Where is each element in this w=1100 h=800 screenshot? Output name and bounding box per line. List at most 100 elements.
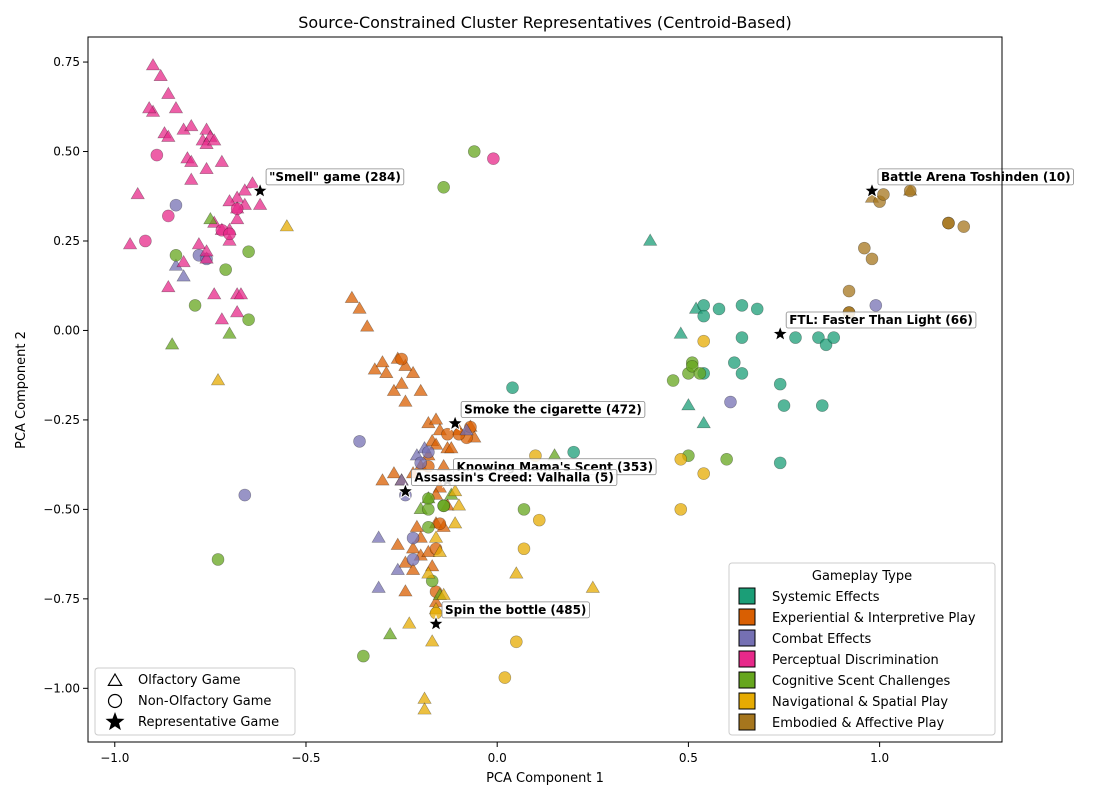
circle-point-series-0 <box>697 309 711 323</box>
triangle-point-series-3 <box>199 251 214 264</box>
circle-point-series-0 <box>712 302 726 316</box>
circle-point-series-4 <box>422 492 435 505</box>
x-axis-label: PCA Component 1 <box>486 771 604 786</box>
representative-label-box <box>785 311 977 329</box>
circle-point-series-6 <box>842 284 856 298</box>
triangle-point-series-3 <box>222 194 237 207</box>
circle-point-series-0 <box>812 331 825 344</box>
triangle-point-series-5 <box>210 372 226 386</box>
circle-point-series-5 <box>697 467 711 480</box>
gameplay-legend: Gameplay Type Systemic Effects Experientia… <box>728 562 996 736</box>
triangle-point-series-1 <box>352 301 367 314</box>
circle-point-series-3 <box>230 202 244 216</box>
y-tick-label: 0.75 <box>53 55 80 69</box>
y-tick-label: 0.50 <box>53 145 80 159</box>
triangle-point-series-3 <box>176 254 191 268</box>
data-points <box>122 58 971 715</box>
circle-point-series-0 <box>735 367 749 380</box>
triangle-point-series-1 <box>405 562 421 575</box>
triangle-point-series-1 <box>375 355 390 368</box>
gameplay-legend-label: Experiential & Interpretive Play <box>772 611 976 626</box>
circle-point-series-6 <box>877 188 890 201</box>
gameplay-legend-swatch <box>738 608 756 626</box>
triangle-point-series-1 <box>413 383 428 396</box>
circle-point-series-2 <box>406 531 420 545</box>
triangle-point-series-1 <box>386 383 402 396</box>
x-tick-label: −1.0 <box>100 751 129 765</box>
representative-label-box <box>877 168 1074 186</box>
circle-point-series-6 <box>865 252 879 266</box>
triangle-point-series-3 <box>122 236 138 250</box>
triangle-point-series-1 <box>405 365 421 379</box>
triangle-point-series-1 <box>386 466 402 479</box>
circle-point-series-2 <box>238 488 252 502</box>
gameplay-legend-swatch <box>738 629 756 647</box>
triangle-point-series-3 <box>207 287 222 300</box>
legend-circle-icon <box>107 693 123 709</box>
circle-point-series-4 <box>188 299 202 312</box>
chart-title: Source-Constrained Cluster Representativ… <box>298 13 792 32</box>
circle-point-series-4 <box>219 263 232 276</box>
triangle-point-series-3 <box>153 68 168 82</box>
x-tick-label: −0.5 <box>291 751 320 765</box>
triangle-point-series-3 <box>214 312 230 325</box>
triangle-point-series-3 <box>214 154 230 167</box>
y-tick-label: −0.25 <box>43 413 80 427</box>
triangle-point-series-1 <box>394 376 409 389</box>
triangle-point-series-2 <box>371 530 386 543</box>
circle-point-series-5 <box>498 671 512 684</box>
triangle-point-series-1 <box>379 365 394 379</box>
y-axis-label: PCA Component 2 <box>14 331 29 449</box>
circle-point-series-3 <box>139 234 152 248</box>
triangle-point-series-3 <box>161 129 176 142</box>
triangle-point-series-1 <box>390 537 405 550</box>
y-tick-label: −0.75 <box>43 592 80 606</box>
circle-point-series-5 <box>674 503 688 516</box>
triangle-point-series-3 <box>191 236 207 250</box>
triangle-point-series-5 <box>451 498 467 511</box>
circle-point-series-0 <box>750 302 764 316</box>
circle-point-series-3 <box>487 152 500 165</box>
circle-point-series-5 <box>532 513 546 527</box>
circle-point-series-4 <box>666 374 680 387</box>
triangle-point-series-3 <box>184 118 199 132</box>
representative-star <box>771 324 790 342</box>
triangle-point-series-1 <box>405 541 421 554</box>
triangle-point-series-3 <box>184 154 199 167</box>
circle-point-series-4 <box>720 452 733 466</box>
triangle-point-series-1 <box>428 412 444 425</box>
triangle-point-series-5 <box>402 616 417 629</box>
triangle-point-series-2 <box>176 269 191 282</box>
y-tick-label: 0.00 <box>53 323 80 337</box>
circle-point-series-2 <box>724 395 737 409</box>
triangle-point-series-3 <box>199 244 214 257</box>
circle-point-series-4 <box>169 248 183 262</box>
triangle-point-series-5 <box>421 566 436 579</box>
triangle-point-series-2 <box>394 473 409 486</box>
circle-point-series-0 <box>735 331 749 344</box>
legend-star-icon <box>105 712 125 731</box>
marker-legend-label: Olfactory Game <box>138 673 240 688</box>
triangle-point-series-3 <box>252 197 268 210</box>
triangle-point-series-0 <box>673 326 688 339</box>
circle-point-series-4 <box>517 503 531 516</box>
triangle-point-series-5 <box>436 587 451 600</box>
triangle-point-series-1 <box>344 290 360 303</box>
gameplay-legend-swatch <box>738 692 756 710</box>
triangle-point-series-4 <box>164 337 180 350</box>
y-tick-label: 0.25 <box>53 234 80 248</box>
circle-point-series-4 <box>437 499 450 513</box>
representative-label-box <box>441 601 590 619</box>
triangle-point-series-4 <box>382 627 398 640</box>
triangle-point-series-4 <box>222 326 237 339</box>
representative-star <box>427 614 445 632</box>
marker-legend-box <box>94 667 296 736</box>
x-tick-label: 0.0 <box>488 751 507 765</box>
triangle-point-series-1 <box>428 437 444 450</box>
triangle-point-series-1 <box>398 394 413 407</box>
circle-point-series-5 <box>510 635 523 649</box>
circle-point-series-4 <box>357 649 370 663</box>
gameplay-legend-swatch <box>738 671 756 689</box>
representative-label: Smoke the cigarette (472) <box>464 402 642 416</box>
representative-label-box <box>265 168 405 186</box>
